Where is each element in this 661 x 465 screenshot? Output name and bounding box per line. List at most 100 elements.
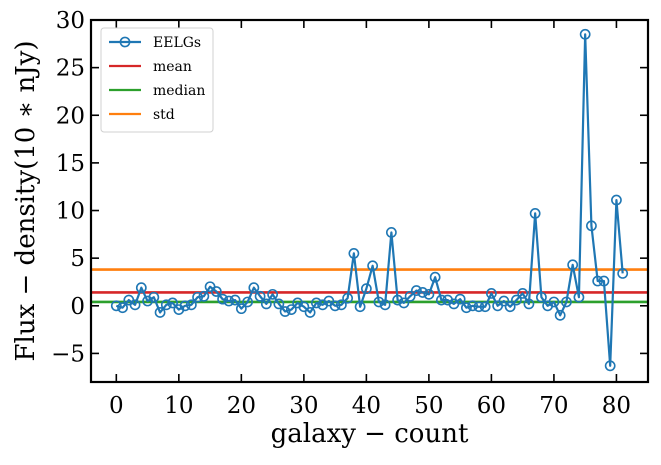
data-point <box>235 303 247 315</box>
data-point <box>367 260 379 272</box>
data-point <box>154 307 166 318</box>
data-point <box>460 302 472 314</box>
x-axis-title: galaxy − count <box>271 419 469 449</box>
data-point <box>404 290 416 302</box>
data-point <box>160 299 172 311</box>
data-point <box>586 220 597 232</box>
data-point <box>554 309 566 321</box>
data-point <box>435 294 447 306</box>
data-point <box>298 301 310 313</box>
x-tick-label: 70 <box>539 393 568 419</box>
legend-label-mean: mean <box>153 59 192 75</box>
data-point <box>254 290 266 302</box>
legend-box <box>100 27 214 133</box>
data-point <box>167 297 178 309</box>
y-tick-label: −5 <box>51 341 85 367</box>
data-point <box>279 306 291 317</box>
data-point <box>242 296 253 308</box>
data-point <box>148 291 160 303</box>
data-point <box>573 291 585 303</box>
y-tick-label: 15 <box>56 151 85 177</box>
legend-marker <box>119 36 131 48</box>
data-point <box>379 299 391 311</box>
data-point <box>511 294 522 306</box>
data-point <box>523 298 535 310</box>
data-point <box>310 297 322 309</box>
data-point <box>561 296 572 308</box>
y-tick-label: 10 <box>56 199 85 225</box>
x-tick-label: 30 <box>289 393 318 419</box>
data-point <box>304 307 316 318</box>
x-tick-label: 0 <box>109 393 124 419</box>
data-point <box>467 300 479 312</box>
data-point <box>117 302 128 314</box>
data-point <box>110 300 122 312</box>
x-tick-label: 50 <box>414 393 443 419</box>
data-point <box>454 293 466 305</box>
x-tick-label: 60 <box>477 393 506 419</box>
data-point <box>179 300 191 312</box>
data-point <box>192 291 203 303</box>
legend-label-std: std <box>153 107 175 123</box>
data-point <box>342 292 354 304</box>
data-point <box>360 283 372 295</box>
data-point <box>429 271 441 283</box>
data-point <box>579 28 591 40</box>
data-point <box>392 294 404 306</box>
x-tick-label: 40 <box>352 393 381 419</box>
data-point <box>373 296 385 308</box>
series-layer <box>110 28 629 372</box>
data-point <box>348 247 360 259</box>
data-point <box>611 194 622 206</box>
data-point <box>223 295 235 307</box>
data-point <box>329 300 341 312</box>
data-point <box>135 282 147 294</box>
data-point <box>423 288 435 300</box>
data-point <box>398 297 410 309</box>
data-point <box>598 275 610 287</box>
y-tick-label: 20 <box>56 103 85 129</box>
data-point <box>285 304 297 315</box>
x-tick-label: 20 <box>227 393 256 419</box>
y-tick-label: 30 <box>56 8 85 34</box>
x-tick-label: 80 <box>602 393 631 419</box>
series-line-0 <box>116 33 624 367</box>
data-point <box>354 301 366 313</box>
data-point <box>248 282 260 294</box>
data-point <box>267 288 279 300</box>
data-point <box>617 267 629 279</box>
data-point <box>210 286 222 297</box>
axes: 0 10 20 30 40 50 60 70 80 −5 0 5 10 15 20 25 30 <box>51 8 650 419</box>
data-point <box>504 301 516 313</box>
y-axis-title: Flux − density(10 ∗ nJy) <box>11 40 41 361</box>
data-point <box>273 298 285 310</box>
y-tick-label: 25 <box>56 56 85 82</box>
legend-label-EELGs: EELGs <box>153 35 201 51</box>
data-point <box>604 360 616 372</box>
plot-frame <box>89 18 650 384</box>
data-point <box>567 259 579 271</box>
y-tick-label: 5 <box>70 246 85 272</box>
data-point <box>517 288 529 299</box>
data-point <box>335 299 347 311</box>
data-point <box>479 301 491 313</box>
data-point <box>473 301 485 313</box>
data-point <box>486 288 497 299</box>
legend: EELGs mean median std <box>100 27 214 133</box>
data-point <box>260 298 272 310</box>
legend-label-median: median <box>153 83 205 99</box>
data-point <box>548 296 560 308</box>
data-point <box>498 295 510 307</box>
data-point <box>592 275 604 287</box>
y-tick-label: 0 <box>70 294 85 320</box>
data-point <box>529 207 541 219</box>
data-point <box>410 285 422 296</box>
data-point <box>198 290 210 302</box>
data-point <box>385 227 397 238</box>
data-point <box>417 287 429 298</box>
data-point <box>217 293 228 305</box>
data-point <box>536 291 547 303</box>
x-tick-label: 10 <box>164 393 193 419</box>
